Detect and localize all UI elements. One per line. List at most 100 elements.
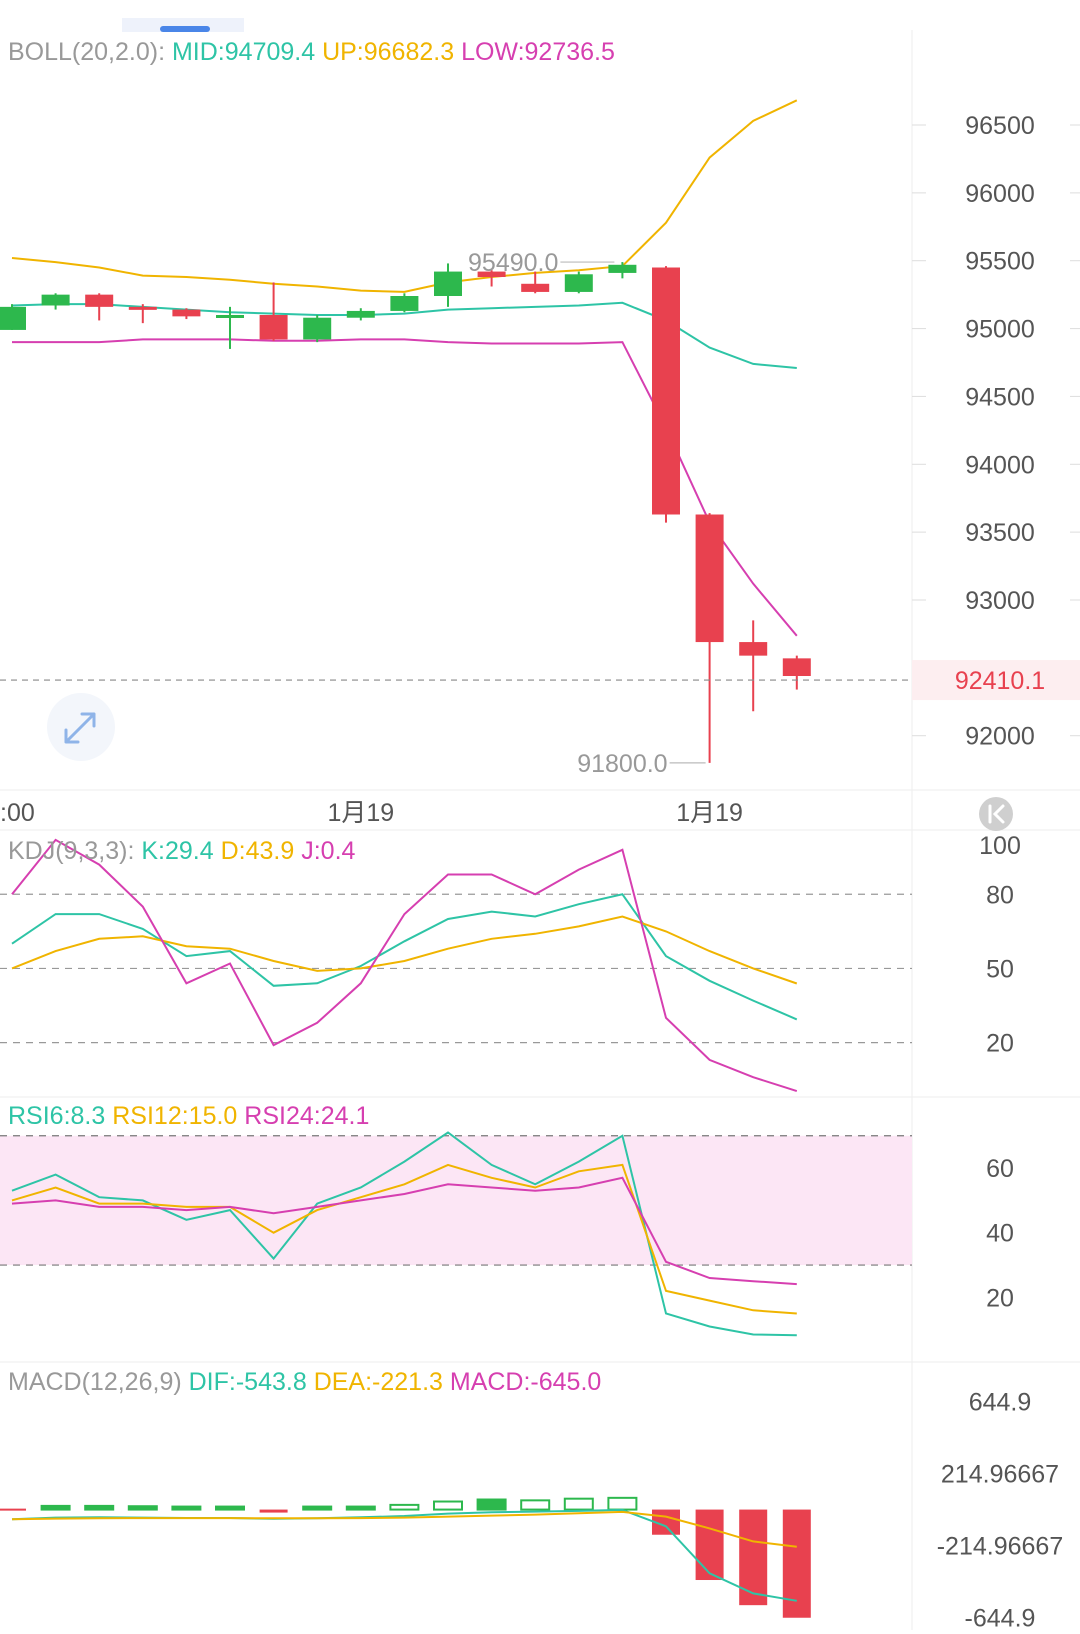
legend-item-upper: DEA:-221.3 xyxy=(314,1368,450,1396)
legend-item-mid: K:29.4 xyxy=(141,837,220,865)
y-tick-label: 93000 xyxy=(965,587,1035,615)
candle[interactable] xyxy=(216,306,244,349)
scroll-latest-icon[interactable] xyxy=(979,797,1013,831)
last-price-box xyxy=(912,660,1080,701)
candle[interactable] xyxy=(739,620,768,712)
low-marker-label: 91800.0 xyxy=(577,750,667,778)
candle[interactable] xyxy=(303,315,332,343)
candle-body xyxy=(477,271,506,277)
macd-bar xyxy=(520,1499,551,1511)
scroll-latest-icon-glyph xyxy=(988,804,1005,824)
candle-body xyxy=(346,310,375,318)
candle[interactable] xyxy=(608,262,637,279)
candle[interactable] xyxy=(521,271,550,294)
macd-bar xyxy=(302,1505,333,1511)
y-tick-label: -644.9 xyxy=(965,1605,1036,1633)
expand-icon-glyph xyxy=(64,712,96,744)
candle[interactable] xyxy=(346,308,375,321)
macd-bar xyxy=(259,1509,288,1513)
macd-bar xyxy=(40,1504,71,1511)
candle[interactable] xyxy=(477,270,506,287)
legend-title: MACD(12,26,9) xyxy=(8,1368,189,1396)
candle-body xyxy=(652,267,680,515)
legend-item-lower: MACD:-645.0 xyxy=(450,1368,601,1396)
legend-title: BOLL(20,2.0): xyxy=(8,38,172,66)
tab-indicator[interactable] xyxy=(122,18,244,32)
legend-item-upper: UP:96682.3 xyxy=(322,38,461,66)
candle[interactable] xyxy=(434,263,462,307)
panel-legend: BOLL(20,2.0): MID:94709.4 UP:96682.3 LOW… xyxy=(8,38,615,66)
candle[interactable] xyxy=(782,655,811,690)
candle[interactable] xyxy=(85,293,114,321)
candle[interactable] xyxy=(564,271,593,294)
panel-legend: RSI6:8.3 RSI12:15.0 RSI24:24.1 xyxy=(8,1102,369,1130)
x-tick-label: 1月19 xyxy=(676,799,743,827)
candle[interactable] xyxy=(128,304,157,324)
y-tick-label: 40 xyxy=(986,1220,1014,1248)
candle[interactable] xyxy=(259,282,288,341)
y-tick-label: 50 xyxy=(986,955,1014,983)
rsi-upper-line xyxy=(11,1163,797,1315)
expand-icon[interactable] xyxy=(47,693,115,761)
y-tick-label: 94000 xyxy=(965,451,1035,479)
y-tick-label: 214.96667 xyxy=(941,1461,1059,1489)
candle-body xyxy=(259,315,288,340)
candle[interactable] xyxy=(172,308,201,320)
macd-bar xyxy=(127,1505,158,1511)
panel-legend: KDJ(9,3,3): K:29.4 D:43.9 J:0.4 xyxy=(8,837,356,865)
candle-body xyxy=(303,317,332,340)
macd-bar xyxy=(695,1509,724,1581)
macd-bar xyxy=(782,1509,811,1618)
macd-bar xyxy=(476,1498,507,1511)
kdj-lower-line xyxy=(11,838,798,1093)
candle[interactable] xyxy=(0,304,26,330)
candle-body xyxy=(564,274,593,292)
macd-bar xyxy=(345,1505,376,1511)
y-tick-label: 96500 xyxy=(965,112,1035,140)
high-marker-label: 95490.0 xyxy=(468,249,558,277)
y-tick-label: 80 xyxy=(986,881,1014,909)
macd-upper-line xyxy=(11,1510,797,1548)
candle-body xyxy=(172,309,201,317)
legend-item-lower: J:0.4 xyxy=(301,837,355,865)
legend-item-mid: MID:94709.4 xyxy=(172,38,322,66)
macd-bar xyxy=(171,1505,202,1511)
y-tick-label: -214.96667 xyxy=(937,1533,1064,1561)
candle-body xyxy=(521,283,550,292)
candle-body xyxy=(0,306,26,330)
candle[interactable] xyxy=(695,513,724,763)
tab-indicator-bar xyxy=(160,26,210,32)
macd-bar xyxy=(739,1509,768,1606)
candle-body xyxy=(695,514,724,643)
macd-bar xyxy=(389,1503,420,1511)
x-tick-label: 1月19 xyxy=(327,799,394,827)
candle[interactable] xyxy=(390,293,419,313)
legend-item-mid: DIF:-543.8 xyxy=(189,1368,314,1396)
y-tick-label: 100 xyxy=(979,832,1021,860)
legend-item-upper: D:43.9 xyxy=(221,837,302,865)
candle[interactable] xyxy=(41,293,70,310)
legend-item-mid: RSI6:8.3 xyxy=(8,1102,112,1130)
macd-bar xyxy=(215,1505,245,1511)
candle-body xyxy=(608,264,637,273)
y-tick-label: 94500 xyxy=(965,383,1035,411)
last-price-label: 92410.1 xyxy=(955,667,1045,695)
candle-body xyxy=(390,296,419,311)
kdj-mid-line xyxy=(11,893,798,1021)
rsi-band xyxy=(0,1135,912,1266)
candle-body xyxy=(739,642,768,656)
candle-body xyxy=(41,294,70,306)
macd-bar xyxy=(607,1496,638,1511)
candle-body xyxy=(216,315,244,318)
legend-item-upper: RSI12:15.0 xyxy=(112,1102,244,1130)
y-tick-label: 95500 xyxy=(965,248,1035,276)
y-tick-label: 20 xyxy=(986,1030,1014,1058)
boll-upper-line xyxy=(11,99,798,293)
y-tick-label: 644.9 xyxy=(969,1388,1032,1416)
y-tick-label: 92000 xyxy=(965,723,1035,751)
candle[interactable] xyxy=(652,266,680,523)
y-tick-label: 20 xyxy=(986,1284,1014,1312)
macd-bar xyxy=(84,1504,115,1511)
y-tick-label: 60 xyxy=(986,1155,1014,1183)
